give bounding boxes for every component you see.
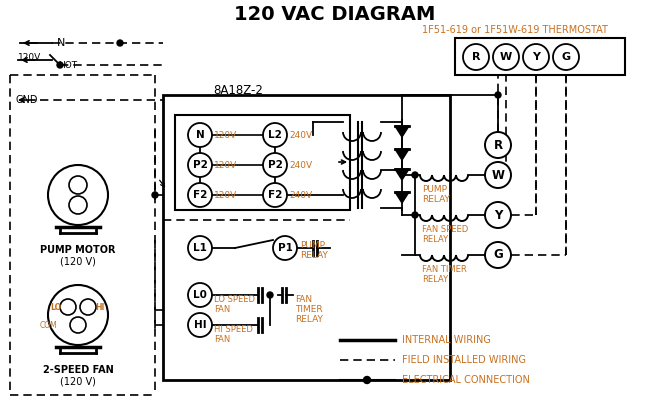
Text: 240V: 240V xyxy=(289,130,312,140)
Circle shape xyxy=(493,44,519,70)
Circle shape xyxy=(553,44,579,70)
Text: LO SPEED: LO SPEED xyxy=(214,295,255,305)
Circle shape xyxy=(263,183,287,207)
Text: RELAY: RELAY xyxy=(295,316,323,324)
Circle shape xyxy=(48,165,108,225)
Circle shape xyxy=(495,92,501,98)
Bar xyxy=(175,115,350,210)
Polygon shape xyxy=(395,169,409,180)
Text: PUMP: PUMP xyxy=(300,241,325,249)
Circle shape xyxy=(263,123,287,147)
Text: RELAY: RELAY xyxy=(300,251,328,261)
Text: P2: P2 xyxy=(192,160,208,170)
Text: R: R xyxy=(472,52,480,62)
Circle shape xyxy=(188,153,212,177)
Text: 1F51-619 or 1F51W-619 THERMOSTAT: 1F51-619 or 1F51W-619 THERMOSTAT xyxy=(422,25,608,35)
Text: P2: P2 xyxy=(267,160,283,170)
Circle shape xyxy=(69,196,87,214)
Text: RELAY: RELAY xyxy=(422,235,448,244)
Text: L0: L0 xyxy=(193,290,207,300)
Circle shape xyxy=(117,40,123,46)
Text: Y: Y xyxy=(494,209,502,222)
Text: P1: P1 xyxy=(277,243,292,253)
Text: N: N xyxy=(196,130,204,140)
Text: FIELD INSTALLED WIRING: FIELD INSTALLED WIRING xyxy=(402,355,526,365)
Circle shape xyxy=(485,242,511,268)
Circle shape xyxy=(267,292,273,298)
Text: HI: HI xyxy=(95,303,105,311)
Circle shape xyxy=(152,192,158,198)
Text: FAN: FAN xyxy=(214,305,230,315)
Circle shape xyxy=(188,236,212,260)
Circle shape xyxy=(60,299,76,315)
Text: (120 V): (120 V) xyxy=(60,377,96,387)
Circle shape xyxy=(188,123,212,147)
Polygon shape xyxy=(395,149,409,160)
Bar xyxy=(163,95,450,380)
Text: 2-SPEED FAN: 2-SPEED FAN xyxy=(43,365,113,375)
Text: HOT: HOT xyxy=(58,60,77,70)
Text: COM: COM xyxy=(39,321,57,329)
Text: (120 V): (120 V) xyxy=(60,257,96,267)
Text: R: R xyxy=(493,139,502,152)
Polygon shape xyxy=(395,192,409,203)
Circle shape xyxy=(80,299,96,315)
Circle shape xyxy=(364,377,371,383)
Circle shape xyxy=(188,183,212,207)
Text: INTERNAL WIRING: INTERNAL WIRING xyxy=(402,335,491,345)
Text: ELECTRICAL CONNECTION: ELECTRICAL CONNECTION xyxy=(402,375,530,385)
Polygon shape xyxy=(395,126,409,137)
Text: L1: L1 xyxy=(193,243,207,253)
Circle shape xyxy=(188,313,212,337)
Circle shape xyxy=(485,132,511,158)
Text: FAN TIMER: FAN TIMER xyxy=(422,265,467,274)
Circle shape xyxy=(69,176,87,194)
Bar xyxy=(455,38,625,75)
Text: 120V: 120V xyxy=(214,191,237,199)
Text: 120V: 120V xyxy=(214,130,237,140)
Text: HI SPEED: HI SPEED xyxy=(214,326,253,334)
Text: HI: HI xyxy=(194,320,206,330)
Circle shape xyxy=(188,283,212,307)
Circle shape xyxy=(412,212,418,218)
Text: N: N xyxy=(57,38,66,48)
Text: 120 VAC DIAGRAM: 120 VAC DIAGRAM xyxy=(234,5,436,23)
Text: G: G xyxy=(561,52,571,62)
Text: FAN: FAN xyxy=(295,295,312,305)
Text: F2: F2 xyxy=(193,190,207,200)
Text: 120V: 120V xyxy=(18,52,42,62)
Circle shape xyxy=(485,202,511,228)
Text: G: G xyxy=(493,248,503,261)
Text: Y: Y xyxy=(532,52,540,62)
Text: PUMP MOTOR: PUMP MOTOR xyxy=(40,245,116,255)
Circle shape xyxy=(48,285,108,345)
Circle shape xyxy=(70,317,86,333)
Text: 240V: 240V xyxy=(289,160,312,170)
Text: 240V: 240V xyxy=(289,191,312,199)
Text: RELAY: RELAY xyxy=(422,275,448,284)
Text: GND: GND xyxy=(15,95,38,105)
Text: RELAY: RELAY xyxy=(422,195,450,204)
Circle shape xyxy=(523,44,549,70)
Circle shape xyxy=(57,62,63,68)
Text: W: W xyxy=(492,168,505,181)
Text: FAN: FAN xyxy=(214,336,230,344)
Text: LO: LO xyxy=(50,303,62,311)
Circle shape xyxy=(463,44,489,70)
Text: W: W xyxy=(500,52,512,62)
Circle shape xyxy=(485,162,511,188)
Text: F2: F2 xyxy=(268,190,282,200)
Text: TIMER: TIMER xyxy=(295,305,323,315)
Circle shape xyxy=(263,153,287,177)
Text: L2: L2 xyxy=(268,130,282,140)
Text: PUMP: PUMP xyxy=(422,185,447,194)
Text: 120V: 120V xyxy=(214,160,237,170)
Text: 8A18Z-2: 8A18Z-2 xyxy=(213,83,263,96)
Circle shape xyxy=(412,172,418,178)
Text: FAN SPEED: FAN SPEED xyxy=(422,225,468,234)
Circle shape xyxy=(273,236,297,260)
